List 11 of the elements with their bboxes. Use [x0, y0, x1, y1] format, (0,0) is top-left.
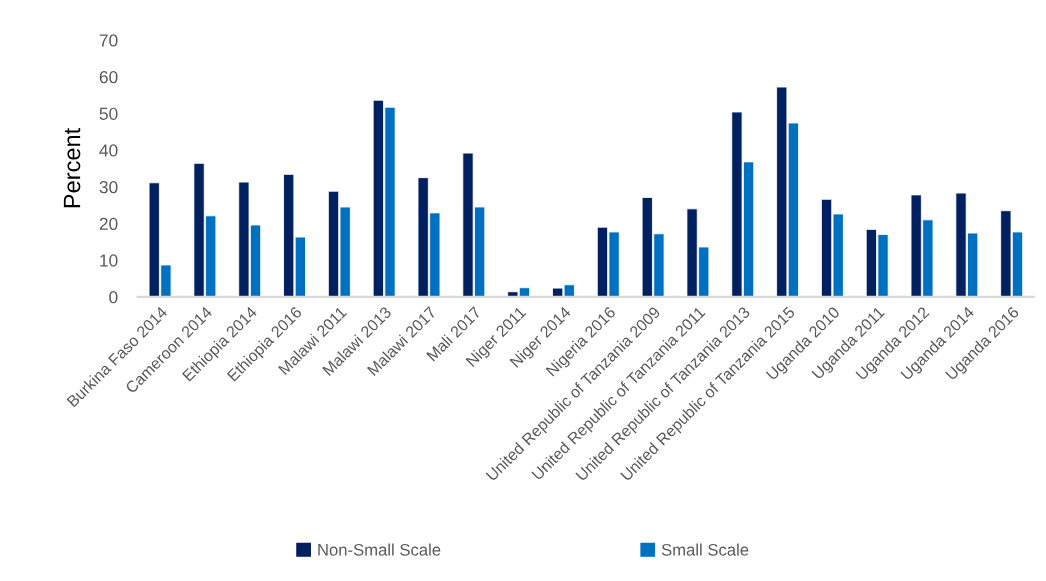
y-tick-label: 20	[99, 217, 118, 230]
y-tick-label: 0	[109, 291, 118, 304]
y-tick-label: 50	[99, 107, 118, 120]
y-tick-label: 60	[99, 70, 118, 84]
y-axis-title: Percent	[63, 127, 81, 208]
y-tick-label: 40	[99, 144, 118, 157]
y-tick-label: 70	[99, 34, 118, 47]
y-tick-label: 30	[99, 181, 118, 194]
legend-label: Non-Small Scale	[318, 543, 441, 556]
legend-label: Small Scale	[661, 543, 749, 556]
y-tick-label: 10	[100, 254, 118, 267]
